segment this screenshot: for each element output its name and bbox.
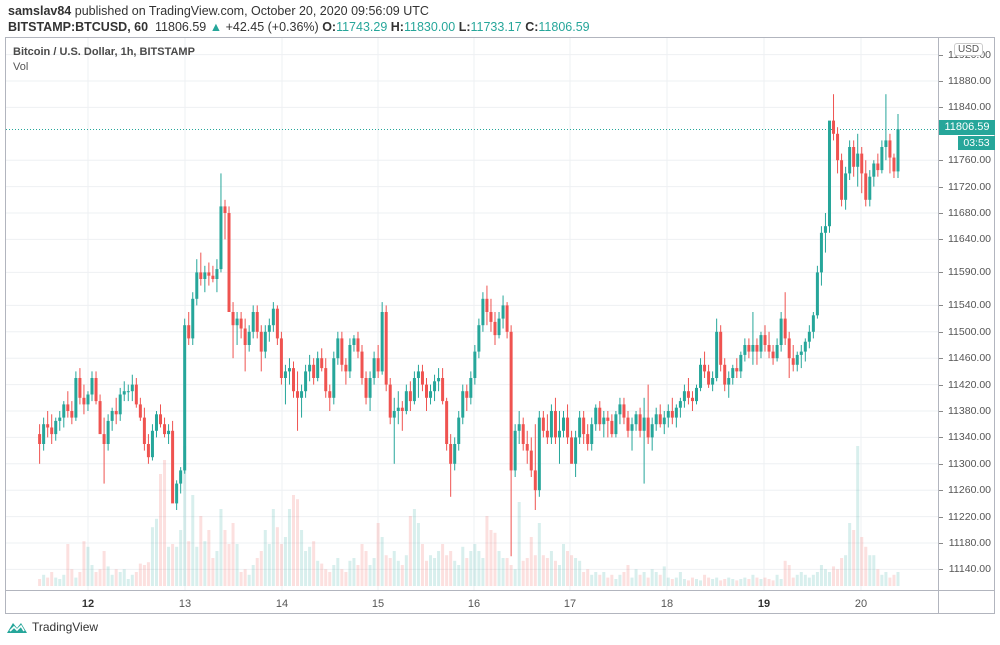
price-tick — [939, 463, 943, 465]
price-label: 11340.00 — [947, 431, 991, 444]
price-label: 11880.00 — [947, 75, 991, 87]
publish-info: samslav84 published on TradingView.com, … — [8, 4, 429, 18]
symbol-label: BITSTAMP:BTCUSD, 60 — [8, 20, 149, 34]
price-chart-pane[interactable] — [6, 38, 938, 590]
price-label: 11590.00 — [947, 266, 991, 279]
date-label: 15 — [371, 598, 385, 610]
price-label: 11380.00 — [947, 405, 991, 417]
bar-countdown: 03:53 — [958, 136, 995, 150]
publisher-name[interactable]: samslav84 — [8, 4, 72, 18]
price-tick — [939, 516, 943, 518]
tradingview-logo[interactable]: TradingView — [6, 620, 98, 634]
high-label: H: — [390, 20, 404, 34]
candlestick-chart[interactable] — [6, 38, 938, 590]
price-tick — [939, 490, 943, 492]
date-label: 13 — [178, 598, 192, 610]
date-label: 19 — [757, 598, 771, 610]
price-label: 11760.00 — [947, 154, 991, 167]
date-label: 14 — [275, 598, 289, 610]
time-axis[interactable]: 12 13 14 15 16 17 18 19 20 — [6, 590, 938, 613]
legend-title[interactable]: Bitcoin / U.S. Dollar, 1h, BITSTAMP — [13, 46, 195, 58]
low-label: L: — [458, 20, 471, 34]
price-label: 11300.00 — [947, 457, 991, 470]
symbol-info-bar: BITSTAMP:BTCUSD, 60 11806.59 ▲ +42.45 (+… — [8, 20, 590, 34]
date-label: 18 — [660, 598, 674, 610]
low-value: 11733.17 — [470, 20, 522, 34]
tradingview-logo-icon — [7, 623, 27, 633]
date-label: 12 — [81, 598, 95, 610]
price-label: 11460.00 — [947, 352, 991, 365]
price-label: 11180.00 — [948, 537, 991, 549]
brand-name: TradingView — [32, 620, 99, 634]
price-tick — [939, 81, 943, 82]
price-tick — [939, 358, 943, 360]
legend-volume[interactable]: Vol — [13, 61, 29, 73]
price-tick — [939, 239, 943, 241]
close-value: 11806.59 — [538, 20, 590, 34]
last-price-marker: 11806.59 — [939, 120, 995, 135]
price-tick — [939, 213, 943, 214]
chart-frame — [5, 37, 995, 614]
open-label: O: — [322, 20, 337, 34]
date-label: 17 — [563, 598, 577, 610]
price-label: 11680.00 — [947, 207, 991, 219]
price-tick — [939, 569, 943, 571]
price-tick — [939, 54, 943, 56]
date-label: 16 — [467, 598, 481, 610]
open-value: 11743.29 — [336, 20, 388, 34]
chart-legend: Bitcoin / U.S. Dollar, 1h, BITSTAMP Vol — [13, 45, 195, 75]
price-tick — [939, 384, 943, 386]
high-value: 11830.00 — [403, 20, 456, 34]
currency-label[interactable]: USD — [954, 43, 984, 56]
price-tick — [939, 305, 943, 307]
up-arrow-icon: ▲ — [209, 20, 223, 34]
price-tick — [939, 186, 943, 188]
axis-corner — [938, 590, 995, 613]
price-label: 11140.00 — [948, 563, 991, 576]
price-label: 11640.00 — [947, 233, 991, 246]
price-label: 11220.00 — [947, 510, 991, 523]
price-tick — [939, 272, 943, 274]
published-text: published on TradingView.com, October 20… — [74, 4, 429, 18]
price-tick — [939, 543, 943, 544]
close-label: C: — [525, 20, 539, 34]
price-change: +42.45 (+0.36%) — [225, 20, 319, 34]
price-tick — [939, 411, 943, 412]
price-label: 11260.00 — [947, 484, 991, 497]
price-label: 11840.00 — [947, 101, 991, 114]
price-label: 11720.00 — [947, 180, 991, 193]
date-label: 20 — [854, 598, 868, 610]
price-label: 11420.00 — [947, 378, 991, 391]
price-label: 11540.00 — [947, 299, 991, 312]
price-tick — [939, 331, 943, 333]
price-tick — [939, 160, 943, 162]
price-tick — [939, 437, 943, 439]
price-label: 11500.00 — [947, 325, 991, 338]
price-tick — [939, 107, 943, 109]
last-price: 11806.59 — [155, 20, 207, 34]
